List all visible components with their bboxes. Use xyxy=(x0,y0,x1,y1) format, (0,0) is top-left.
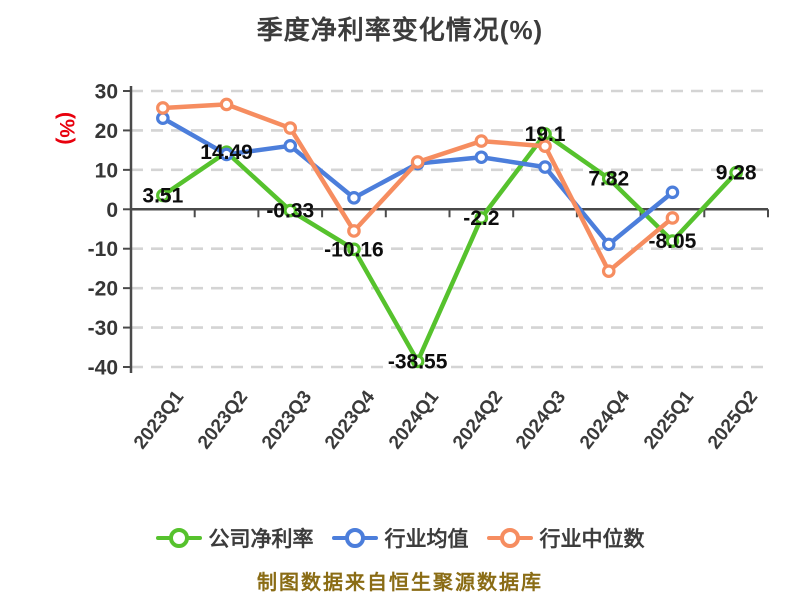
data-point-marker xyxy=(601,171,616,186)
legend-label: 行业中位数 xyxy=(539,528,645,551)
legend-marker-blue-icon xyxy=(331,528,378,548)
data-point-marker xyxy=(347,242,361,257)
y-axis-tick-label: -10 xyxy=(88,238,118,261)
data-point-marker xyxy=(474,134,489,148)
y-axis-tick-label: 20 xyxy=(95,120,118,143)
data-point-marker xyxy=(538,127,552,141)
value-label: -10.16 xyxy=(324,238,384,261)
legend-label: 公司净利率 xyxy=(208,528,314,551)
legend-marker-green-icon xyxy=(155,528,202,548)
data-point-marker xyxy=(538,160,552,174)
data-point-marker xyxy=(410,354,425,369)
data-point-marker xyxy=(538,139,552,153)
y-axis-tick-label: 0 xyxy=(106,199,118,222)
legend-item-company-net-margin[interactable]: 公司净利率 xyxy=(155,523,314,553)
data-point-marker xyxy=(601,264,616,278)
chart-legend: 公司净利率 行业均值 行业中位数 xyxy=(0,521,800,555)
data-point-marker xyxy=(474,211,489,225)
y-axis-tick-label: -20 xyxy=(88,278,118,301)
data-point-marker xyxy=(474,150,489,165)
data-source-caption: 制图数据来自恒生聚源数据库 xyxy=(257,572,543,594)
data-point-marker xyxy=(347,224,361,238)
data-point-marker xyxy=(410,155,425,169)
data-point-marker xyxy=(283,203,298,218)
data-point-marker xyxy=(219,147,234,162)
value-label: 19.1 xyxy=(525,123,566,146)
legend-item-industry-average[interactable]: 行业均值 xyxy=(331,523,469,553)
y-axis-tick-label: 10 xyxy=(95,159,118,182)
data-point-marker xyxy=(156,101,170,115)
value-label: 3.51 xyxy=(142,184,183,207)
data-point-marker xyxy=(283,121,298,135)
y-axis-tick-label: -40 xyxy=(88,357,118,380)
data-point-marker xyxy=(219,97,234,112)
value-label: -8.05 xyxy=(649,230,697,253)
legend-label: 行业均值 xyxy=(384,528,469,551)
value-label: 9.28 xyxy=(716,162,757,185)
value-label: -0.33 xyxy=(266,200,314,223)
value-label: 14.49 xyxy=(200,141,253,164)
value-label: -38.55 xyxy=(388,350,448,373)
line-chart-plot: 30 20 10 0 -10 -20 -30 -40 3.51 14.49 -0.33 -10.16 -… xyxy=(88,81,769,380)
data-point-marker xyxy=(156,188,170,203)
legend-marker-orange-icon xyxy=(486,528,533,548)
data-point-marker xyxy=(283,139,298,153)
chart-title: 季度净利率变化情况(%) xyxy=(256,15,544,45)
data-point-marker xyxy=(665,234,680,248)
legend-item-industry-median[interactable]: 行业中位数 xyxy=(486,523,645,553)
data-point-marker xyxy=(665,211,680,225)
data-point-marker xyxy=(347,191,361,205)
data-point-marker xyxy=(601,237,616,252)
value-label: 7.82 xyxy=(588,167,629,190)
data-point-marker xyxy=(665,185,680,200)
value-label: -2.2 xyxy=(463,207,499,230)
y-axis-tick-label: -30 xyxy=(88,317,118,340)
y-axis-tick-label: 30 xyxy=(95,81,118,104)
data-point-marker xyxy=(729,165,743,180)
